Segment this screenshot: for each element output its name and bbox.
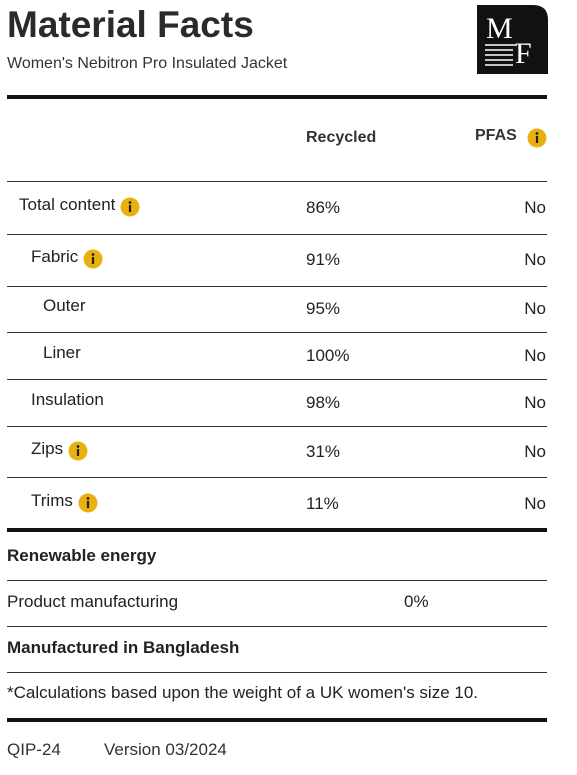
footer-code: QIP-24 bbox=[7, 740, 61, 759]
section-title: Renewable energy bbox=[7, 546, 157, 565]
pfas-value: No bbox=[524, 345, 546, 365]
info-icon[interactable] bbox=[83, 249, 103, 269]
title: Material Facts bbox=[7, 4, 254, 45]
row-label: Outer bbox=[43, 296, 86, 315]
section-title: Manufactured in Bangladesh bbox=[7, 638, 240, 657]
column-header: PFAS bbox=[475, 127, 517, 144]
pfas-value: No bbox=[524, 299, 546, 318]
pfas-value: No bbox=[524, 197, 546, 217]
recycled-value: 91% bbox=[306, 250, 341, 269]
pfas-value: No bbox=[524, 441, 546, 461]
pfas-value: No bbox=[524, 250, 546, 269]
pfas-value: No bbox=[524, 493, 546, 513]
logo-letter: F bbox=[515, 37, 532, 70]
logo-letter: M bbox=[486, 12, 513, 45]
recycled-value: 86% bbox=[306, 197, 341, 217]
recycled-value: 98% bbox=[306, 392, 341, 412]
rule bbox=[7, 477, 547, 478]
rule bbox=[7, 672, 547, 673]
row-label: Total content bbox=[19, 194, 116, 214]
rule bbox=[7, 332, 547, 333]
rule bbox=[7, 95, 547, 99]
row-label: Zips bbox=[31, 438, 64, 458]
row-label: Insulation bbox=[31, 389, 104, 409]
rule bbox=[7, 528, 547, 532]
recycled-value: 100% bbox=[306, 345, 350, 365]
recycled-value: 11% bbox=[306, 493, 339, 513]
info-icon[interactable] bbox=[527, 128, 547, 148]
recycled-value: 31% bbox=[306, 441, 341, 461]
info-icon[interactable] bbox=[120, 197, 140, 217]
subtitle: Women's Nebitron Pro Insulated Jacket bbox=[7, 55, 288, 72]
column-header: Recycled bbox=[306, 129, 377, 146]
pfas-value: No bbox=[524, 392, 546, 412]
rule bbox=[7, 234, 547, 235]
row-label: Liner bbox=[43, 342, 81, 362]
energy-value: 0% bbox=[404, 592, 429, 611]
rule bbox=[7, 580, 547, 581]
rule bbox=[7, 286, 547, 287]
info-icon[interactable] bbox=[68, 441, 88, 461]
row-label: Trims bbox=[31, 490, 73, 510]
recycled-value: 95% bbox=[306, 299, 341, 318]
footnote: *Calculations based upon the weight of a… bbox=[7, 683, 479, 702]
rule bbox=[7, 379, 547, 380]
row-label: Fabric bbox=[31, 247, 79, 266]
rule bbox=[7, 181, 547, 182]
logo: M F bbox=[477, 5, 548, 74]
rule bbox=[7, 426, 547, 427]
info-icon[interactable] bbox=[78, 493, 98, 513]
footer-version: Version 03/2024 bbox=[104, 740, 227, 759]
rule bbox=[7, 718, 547, 722]
rule bbox=[7, 626, 547, 627]
row-label: Product manufacturing bbox=[7, 592, 179, 611]
